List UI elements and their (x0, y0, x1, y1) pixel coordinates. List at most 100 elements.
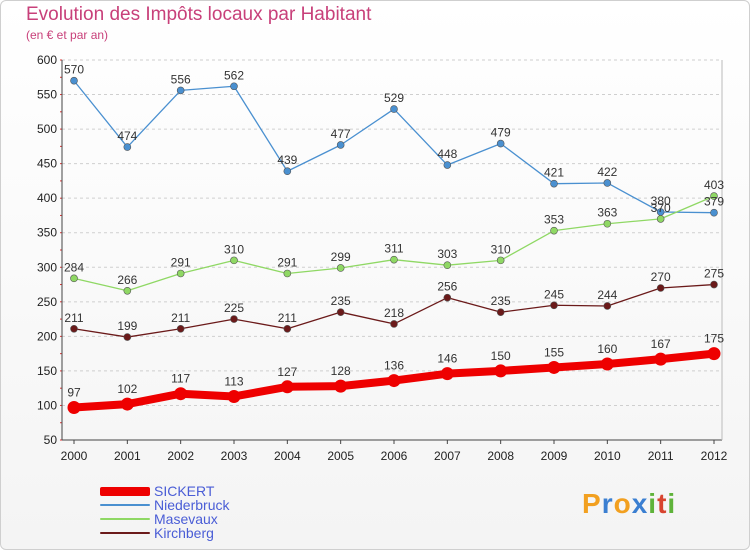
x-tick-label: 2001 (114, 449, 141, 463)
data-label: 97 (67, 386, 81, 400)
data-point (600, 357, 614, 371)
data-point (283, 269, 292, 278)
data-point (123, 143, 132, 151)
data-point (494, 364, 508, 378)
data-point (390, 255, 398, 264)
data-point (334, 379, 348, 393)
legend-item: SICKERT (100, 484, 229, 498)
logo-letter: P (582, 488, 602, 519)
y-tick-label: 200 (37, 329, 57, 343)
data-point (707, 347, 721, 361)
data-label: 199 (117, 319, 137, 333)
data-label: 160 (597, 342, 617, 356)
legend-item: Niederbruck (100, 498, 229, 512)
data-label: 353 (544, 213, 564, 227)
logo-letter: x (631, 488, 649, 519)
data-label: 150 (491, 349, 511, 363)
data-point (603, 302, 612, 310)
logo-letter: r (601, 488, 614, 519)
data-label: 310 (491, 242, 511, 256)
y-tick-label: 50 (44, 433, 58, 447)
data-label: 529 (384, 91, 404, 105)
data-label: 380 (651, 194, 671, 208)
data-point (390, 105, 398, 113)
data-point (280, 380, 294, 394)
data-label: 379 (704, 195, 724, 209)
data-point (176, 269, 185, 278)
data-point (603, 219, 612, 228)
x-tick-label: 2012 (701, 449, 728, 463)
data-labels: 570 474 556 562 439 477 529 448 479 421 422 380 379 2… (64, 63, 724, 400)
data-label: 211 (171, 311, 190, 325)
data-point (550, 226, 558, 235)
data-point (283, 167, 292, 176)
data-label: 128 (331, 364, 351, 378)
data-label: 556 (171, 72, 191, 86)
grid-lines (62, 59, 722, 441)
data-point (176, 324, 185, 333)
data-point (710, 192, 718, 200)
data-point (443, 261, 452, 270)
data-label: 303 (437, 247, 457, 261)
data-label: 291 (171, 255, 191, 269)
data-point (710, 208, 718, 217)
x-tick-label: 2007 (434, 449, 461, 463)
y-tick-label: 250 (37, 295, 57, 309)
y-tick-label: 600 (37, 53, 57, 67)
logo-letter: i (667, 488, 677, 519)
data-point (70, 324, 78, 333)
data-point (496, 308, 505, 316)
y-tick-label: 300 (37, 260, 57, 274)
data-label: 370 (651, 201, 671, 215)
data-point (550, 179, 558, 188)
data-label: 113 (224, 374, 243, 388)
legend: SICKERT Niederbruck Masevaux Kirchberg (100, 484, 229, 540)
data-point (336, 308, 345, 316)
x-tick-label: 2008 (487, 449, 514, 463)
data-label: 245 (544, 287, 564, 301)
legend-label: Masevaux (154, 511, 218, 527)
data-label: 363 (597, 206, 617, 220)
data-point (443, 293, 452, 302)
data-point (496, 139, 505, 148)
data-label: 256 (437, 280, 457, 294)
logo-letter: i (648, 488, 658, 519)
data-label: 235 (331, 294, 351, 308)
data-label: 266 (117, 273, 137, 287)
data-point (710, 280, 718, 289)
legend-swatch (100, 518, 150, 520)
data-label: 562 (224, 68, 244, 82)
data-point (70, 76, 78, 85)
data-point (336, 264, 345, 272)
data-label: 422 (597, 165, 617, 179)
data-label: 136 (384, 359, 404, 373)
data-point (443, 161, 452, 169)
data-label: 127 (277, 365, 297, 379)
data-point (174, 387, 188, 401)
data-label: 479 (491, 126, 511, 140)
data-label: 225 (224, 301, 244, 315)
data-label: 310 (224, 242, 244, 256)
x-tick-label: 2004 (274, 449, 301, 463)
data-label: 311 (384, 242, 403, 256)
data-label: 235 (491, 294, 511, 308)
data-label: 218 (384, 306, 404, 320)
legend-item: Kirchberg (100, 526, 229, 540)
legend-swatch (100, 486, 150, 496)
data-point (70, 274, 78, 283)
y-tick-label: 350 (37, 226, 57, 240)
x-tick-label: 2003 (221, 449, 248, 463)
data-label: 102 (117, 382, 137, 396)
data-point (283, 324, 292, 333)
data-point (496, 256, 505, 265)
data-label: 299 (331, 250, 351, 264)
legend-label: SICKERT (154, 483, 215, 499)
legend-swatch (100, 504, 150, 506)
data-point (227, 389, 241, 403)
series-lines (67, 76, 721, 415)
legend-label: Niederbruck (154, 497, 230, 513)
proxiti-logo: Proxiti (582, 488, 676, 520)
data-label: 155 (544, 345, 564, 359)
logo-letter: t (657, 488, 668, 519)
